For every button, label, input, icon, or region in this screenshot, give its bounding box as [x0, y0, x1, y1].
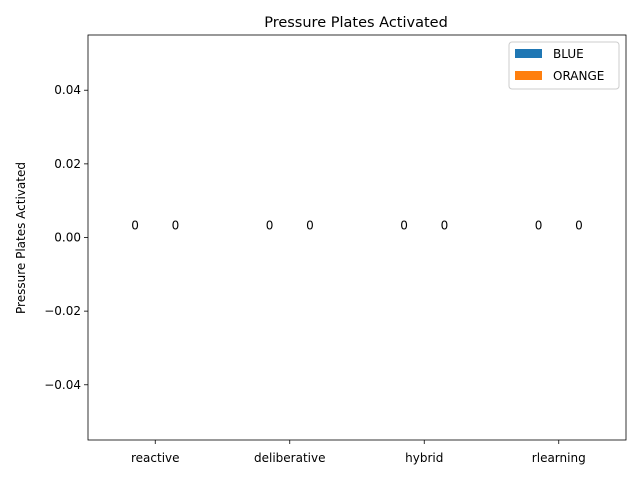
x-tick-label: reactive — [131, 451, 180, 465]
plot-frame — [87, 34, 627, 441]
bar-labels-group: 0 0 0 0 0 0 0 0 — [131, 219, 582, 233]
bar-value-label: 0 — [172, 219, 180, 233]
bar-value-label: 0 — [266, 219, 274, 233]
y-tick-label: 0.04 — [54, 83, 81, 97]
x-tick-label: hybrid — [405, 451, 443, 465]
y-tick-label: −0.02 — [44, 304, 81, 318]
y-tick-label: 0.02 — [54, 157, 81, 171]
bar-value-label: 0 — [575, 219, 583, 233]
x-tick-label: rlearning — [532, 451, 586, 465]
y-tick-label: −0.04 — [44, 378, 81, 392]
legend-label-blue: BLUE — [553, 47, 584, 61]
x-axis-ticks: reactive deliberative hybrid rlearning — [131, 440, 586, 465]
bar-value-label: 0 — [535, 219, 543, 233]
bar-value-label: 0 — [400, 219, 408, 233]
bar-value-label: 0 — [131, 219, 139, 233]
y-axis-label: Pressure Plates Activated — [14, 162, 28, 314]
legend-swatch-blue — [515, 49, 542, 58]
legend-label-orange: ORANGE — [553, 69, 604, 83]
chart-title: Pressure Plates Activated — [264, 15, 448, 31]
x-tick-label: deliberative — [254, 451, 325, 465]
y-tick-label: 0.00 — [54, 231, 81, 245]
y-axis-ticks: −0.04 −0.02 0.00 0.02 0.04 — [44, 83, 88, 392]
bar-value-label: 0 — [441, 219, 449, 233]
legend-swatch-orange — [515, 71, 542, 80]
legend: BLUE ORANGE — [508, 41, 620, 90]
bar-value-label: 0 — [306, 219, 314, 233]
